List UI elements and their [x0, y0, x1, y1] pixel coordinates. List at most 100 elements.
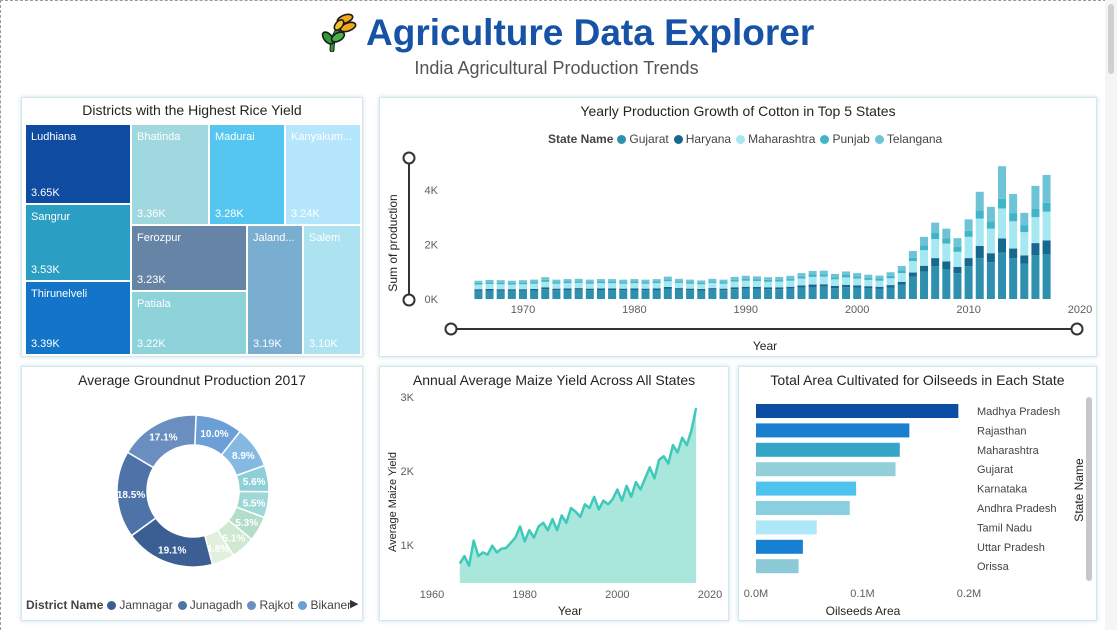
cotton-bar-segment[interactable]: [998, 198, 1007, 209]
cotton-stacked-bar-plot[interactable]: 0K 2K 4K 1970 1980 1990 2000 2010 2020 Year Sum of…: [380, 98, 1096, 356]
cotton-bar-segment[interactable]: [1009, 258, 1018, 299]
cotton-bar-segment[interactable]: [552, 279, 561, 283]
cotton-bar-segment[interactable]: [920, 271, 929, 299]
cotton-bar-segment[interactable]: [697, 284, 706, 289]
cotton-bar-segment[interactable]: [775, 276, 784, 280]
cotton-bar-segment[interactable]: [652, 290, 661, 299]
cotton-bar-segment[interactable]: [1031, 209, 1040, 218]
cotton-bar-segment[interactable]: [752, 288, 761, 299]
cotton-bar-segment[interactable]: [641, 288, 650, 291]
cotton-bar-segment[interactable]: [674, 288, 683, 290]
cotton-bar-segment[interactable]: [563, 290, 572, 299]
cotton-bar-segment[interactable]: [730, 281, 739, 288]
cotton-bar-segment[interactable]: [986, 206, 995, 222]
cotton-bar-segment[interactable]: [541, 277, 550, 280]
cotton-bar-segment[interactable]: [920, 245, 929, 251]
cotton-bar-segment[interactable]: [986, 228, 995, 254]
cotton-bar-segment[interactable]: [1031, 243, 1040, 256]
cotton-production-chart-card[interactable]: Yearly Production Growth of Cotton in To…: [379, 97, 1097, 357]
cotton-bar-segment[interactable]: [908, 261, 917, 273]
cotton-bar-segment[interactable]: [708, 288, 717, 290]
cotton-bar-segment[interactable]: [518, 282, 527, 285]
cotton-bar-segment[interactable]: [674, 289, 683, 299]
cotton-bar-segment[interactable]: [764, 277, 773, 280]
cotton-bar-segment[interactable]: [764, 281, 773, 288]
cotton-bar-segment[interactable]: [485, 290, 494, 299]
page-scrollbar[interactable]: [1105, 0, 1117, 630]
cotton-bar-segment[interactable]: [786, 275, 795, 279]
scrollbar-thumb[interactable]: [1108, 4, 1114, 74]
cotton-bar-segment[interactable]: [864, 288, 873, 299]
cotton-bar-segment[interactable]: [808, 284, 817, 287]
cotton-bar-segment[interactable]: [496, 290, 505, 299]
treemap-cell[interactable]: Sangrur 3.53K: [26, 205, 130, 280]
cotton-bar-segment[interactable]: [552, 283, 561, 289]
cotton-bar-segment[interactable]: [897, 284, 906, 299]
cotton-bar-segment[interactable]: [507, 282, 516, 285]
cotton-bar-segment[interactable]: [686, 279, 695, 283]
cotton-bar-segment[interactable]: [507, 290, 516, 299]
cotton-bar-segment[interactable]: [630, 279, 639, 282]
cotton-bar-segment[interactable]: [986, 221, 995, 229]
oilseeds-bar[interactable]: [756, 481, 857, 496]
cotton-bar-segment[interactable]: [953, 273, 962, 299]
groundnut-donut-card[interactable]: Average Groundnut Production 2017 10.0% 8…: [21, 366, 363, 621]
cotton-bar-segment[interactable]: [652, 281, 661, 284]
cotton-bar-segment[interactable]: [641, 279, 650, 283]
cotton-bar-segment[interactable]: [663, 287, 672, 289]
cotton-bar-segment[interactable]: [920, 265, 929, 272]
cotton-bar-segment[interactable]: [552, 290, 561, 299]
cotton-bar-segment[interactable]: [1009, 194, 1018, 214]
cotton-bar-segment[interactable]: [819, 274, 828, 277]
cotton-bar-segment[interactable]: [897, 266, 906, 271]
cotton-bar-segment[interactable]: [496, 284, 505, 290]
cotton-bar-segment[interactable]: [563, 283, 572, 289]
cotton-bar-segment[interactable]: [931, 258, 940, 267]
cotton-bar-segment[interactable]: [986, 253, 995, 263]
cotton-bar-segment[interactable]: [953, 246, 962, 252]
cotton-bar-segment[interactable]: [908, 272, 917, 277]
cotton-bar-segment[interactable]: [1020, 263, 1029, 299]
groundnut-legend[interactable]: District Name Jamnagar Junagadh Rajkot Bika…: [26, 598, 356, 612]
groundnut-donut-plot[interactable]: 10.0% 8.9% 5.6% 5.5% 5.3% 5.1%4.8% 19.1% 18.5% 1…: [22, 367, 362, 620]
legend-item-gujarat[interactable]: Gujarat: [617, 132, 669, 146]
cotton-bar-segment[interactable]: [975, 245, 984, 259]
cotton-bar-segment[interactable]: [797, 287, 806, 299]
cotton-bar-segment[interactable]: [786, 288, 795, 299]
cotton-bar-segment[interactable]: [619, 290, 628, 299]
cotton-bar-segment[interactable]: [775, 289, 784, 299]
cotton-bar-segment[interactable]: [752, 287, 761, 289]
cotton-bar-segment[interactable]: [797, 285, 806, 288]
cotton-bar-segment[interactable]: [663, 281, 672, 287]
cotton-bar-segment[interactable]: [864, 279, 873, 287]
cotton-bar-segment[interactable]: [641, 283, 650, 289]
cotton-bar-segment[interactable]: [641, 290, 650, 299]
cotton-bar-segment[interactable]: [886, 272, 895, 276]
cotton-bar-segment[interactable]: [864, 286, 873, 289]
cotton-bar-segment[interactable]: [942, 238, 951, 244]
cotton-bar-segment[interactable]: [518, 280, 527, 283]
cotton-bar-segment[interactable]: [853, 278, 862, 286]
cotton-bar-segment[interactable]: [518, 284, 527, 290]
cotton-bar-segment[interactable]: [563, 288, 572, 290]
x-range-slider-handle[interactable]: [444, 322, 458, 336]
cotton-bar-segment[interactable]: [842, 271, 851, 275]
cotton-bar-segment[interactable]: [842, 277, 851, 285]
legend-item-jamnagar[interactable]: Jamnagar: [107, 598, 173, 612]
cotton-bar-segment[interactable]: [931, 222, 940, 233]
legend-item-maharashtra[interactable]: Maharashtra: [736, 132, 815, 146]
cotton-bar-segment[interactable]: [942, 228, 951, 239]
cotton-bar-segment[interactable]: [875, 275, 884, 279]
cotton-bar-segment[interactable]: [530, 279, 539, 283]
cotton-bar-segment[interactable]: [652, 279, 661, 282]
cotton-bar-segment[interactable]: [931, 239, 940, 259]
cotton-bar-segment[interactable]: [975, 258, 984, 299]
cotton-bar-segment[interactable]: [608, 283, 617, 289]
oilseeds-bar[interactable]: [756, 404, 959, 418]
cotton-bar-segment[interactable]: [474, 290, 483, 299]
cotton-bar-segment[interactable]: [663, 276, 672, 280]
legend-item-rajkot[interactable]: Rajkot: [247, 598, 293, 612]
oilseeds-bar[interactable]: [756, 539, 803, 554]
cotton-bar-segment[interactable]: [998, 166, 1007, 199]
cotton-bar-segment[interactable]: [697, 288, 706, 291]
